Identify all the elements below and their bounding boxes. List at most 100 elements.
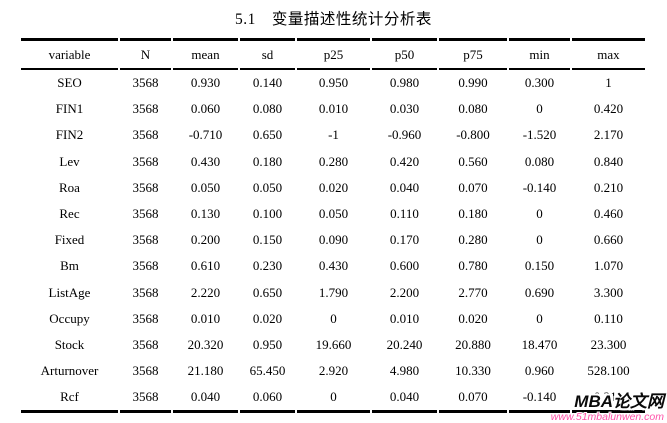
variable-name-cell: Rcf [21,384,118,414]
column-header-variable: variable [21,38,118,70]
table-body: SEO 3568 0.930 0.140 0.950 0.980 0.990 0.300 1 FI… [21,70,645,414]
value-cell: 0.040 [173,384,238,414]
value-cell: 0.010 [190,310,221,326]
value-cell: 3568 [132,232,159,248]
column-header-sd: sd [240,38,295,70]
value-cell: 65.450 [249,363,286,379]
value-cell: 19.660 [315,336,352,352]
value-cell: 0.170 [389,232,420,248]
value-cell: 0.060 [240,384,295,414]
value-cell: 0.780 [458,258,488,274]
variable-name-cell: SEO [57,75,82,91]
value-cell: 2.200 [389,284,420,300]
value-cell: 0.280 [458,232,488,248]
value-cell: 3568 [132,258,159,274]
value-cell: 21.180 [187,363,224,379]
table-row: Rcf 3568 0.040 0.060 0 0.040 0.070 -0.140 0.210 [21,384,645,414]
value-cell: 0.430 [318,258,349,274]
value-cell: 0.960 [524,363,555,379]
value-cell: 0.560 [458,153,488,169]
value-cell: 0.430 [190,153,221,169]
value-cell: 0.300 [524,75,555,91]
table-row: Lev 3568 0.430 0.180 0.280 0.420 0.560 0.080 0.8… [21,149,645,175]
value-cell: -0.710 [188,127,223,143]
variable-name-cell: Arturnover [40,363,99,379]
value-cell: 0.990 [458,75,488,91]
value-cell: 0.210 [572,384,645,414]
value-cell: 0.050 [318,206,349,222]
variable-name-cell: FIN2 [55,127,84,143]
value-cell: 0.420 [389,153,420,169]
value-cell: 0.600 [389,258,420,274]
value-cell: -0.800 [456,127,490,143]
column-header-p75: p75 [439,38,507,70]
value-cell: 18.470 [521,336,558,352]
table-row: Stock 3568 20.320 0.950 19.660 20.240 20.880 18… [21,332,645,358]
variable-name-cell: Roa [59,179,80,195]
value-cell: 3568 [132,101,159,117]
value-cell: 1 [605,75,612,91]
value-cell: 0.650 [252,284,283,300]
value-cell: 0.150 [252,232,283,248]
value-cell: 0.210 [593,179,624,195]
table-row: FIN1 3568 0.060 0.080 0.010 0.030 0.080 0 0.420 [21,96,645,122]
value-cell: 3568 [132,153,159,169]
value-cell: 23.300 [590,336,627,352]
value-cell: 2.220 [190,284,221,300]
value-cell: 10.330 [455,363,491,379]
value-cell: 0.650 [252,127,283,143]
value-cell: 0.030 [389,101,420,117]
value-cell: 0.230 [252,258,283,274]
value-cell: 1.070 [593,258,624,274]
value-cell: 0.090 [318,232,349,248]
variable-name-cell: ListAge [48,284,91,300]
value-cell: 3568 [132,336,159,352]
value-cell: 0.200 [190,232,221,248]
value-cell: 528.100 [587,363,630,379]
value-cell: 3568 [120,384,171,414]
variable-name-cell: Lev [59,153,80,169]
value-cell: 0.010 [318,101,349,117]
value-cell: 0.180 [458,206,488,222]
value-cell: 0.110 [594,310,623,326]
value-cell: 0.080 [524,153,555,169]
table-row: Rec 3568 0.130 0.100 0.050 0.110 0.180 0 0.460 [21,201,645,227]
value-cell: 3568 [132,363,159,379]
column-header-N: N [120,38,171,70]
variable-name-cell: Rec [59,206,80,222]
value-cell: 0.020 [458,310,488,326]
value-cell: -0.960 [387,127,422,143]
value-cell: 0 [297,384,370,414]
value-cell: 0.180 [252,153,283,169]
value-cell: 0.280 [318,153,349,169]
value-cell: 0.080 [458,101,488,117]
value-cell: 3568 [132,206,159,222]
value-cell: 3568 [132,127,159,143]
table-row: ListAge 3568 2.220 0.650 1.790 2.200 2.770 0.69… [21,280,645,306]
value-cell: 4.980 [389,363,420,379]
value-cell: 2.920 [318,363,349,379]
value-cell: 0.080 [252,101,283,117]
value-cell: 0 [536,232,543,248]
value-cell: 2.170 [593,127,624,143]
value-cell: 0.010 [389,310,420,326]
value-cell: 0.020 [318,179,349,195]
table-row: Fixed 3568 0.200 0.150 0.090 0.170 0.280 0 0.660 [21,227,645,253]
value-cell: 0.050 [252,179,283,195]
value-cell: 0 [536,101,543,117]
value-cell: 0 [330,310,337,326]
value-cell: 0.130 [190,206,221,222]
value-cell: 0.950 [252,336,283,352]
variable-name-cell: Stock [54,336,85,352]
value-cell: 0.020 [252,310,283,326]
column-header-mean: mean [173,38,238,70]
value-cell: -0.140 [522,179,557,195]
variable-name-cell: Bm [60,258,79,274]
value-cell: 0.980 [389,75,420,91]
value-cell: 0 [536,206,543,222]
value-cell: 0.950 [318,75,349,91]
value-cell: 0.690 [524,284,555,300]
value-cell: 0.040 [372,384,437,414]
value-cell: 3568 [132,179,159,195]
value-cell: 0.060 [190,101,221,117]
